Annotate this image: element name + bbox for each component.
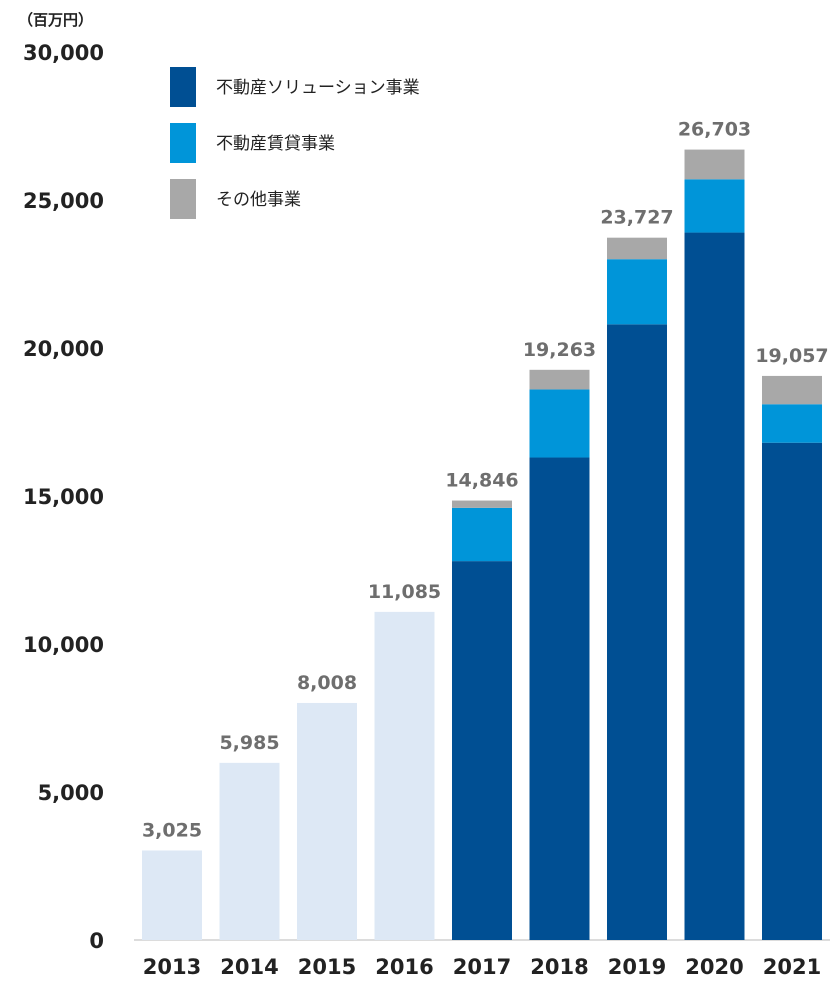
total-label: 3,025	[142, 819, 202, 841]
bar-segment-2-2019	[607, 259, 667, 325]
legend-swatch	[170, 67, 196, 107]
x-tick-label: 2021	[763, 955, 821, 979]
x-tick-label: 2013	[143, 955, 201, 979]
total-label: 8,008	[297, 672, 357, 694]
bar-total-2014	[219, 762, 280, 940]
x-tick-label: 2020	[685, 955, 743, 979]
y-tick-label: 10,000	[23, 633, 104, 657]
bar-total-2016	[374, 611, 435, 940]
total-label: 19,263	[523, 339, 596, 361]
y-tick-label: 25,000	[23, 189, 104, 213]
bar-segment-3-2020	[684, 149, 745, 180]
bar-segment-1-2019	[607, 324, 667, 940]
y-tick-label: 30,000	[23, 41, 104, 65]
bar-total-2013	[142, 850, 202, 940]
total-label: 23,727	[600, 207, 673, 229]
bar-segment-2-2020	[684, 179, 745, 233]
x-tick-label: 2019	[608, 955, 666, 979]
legend-label: その他事業	[216, 190, 301, 210]
bar-segment-3-2018	[529, 369, 590, 390]
total-label: 19,057	[755, 345, 828, 367]
total-label: 14,846	[445, 470, 518, 492]
legend-label: 不動産ソリューション事業	[216, 78, 420, 98]
bar-segment-2-2017	[452, 507, 512, 562]
x-tick-label: 2016	[375, 955, 433, 979]
bar-segment-2-2021	[762, 404, 822, 443]
y-tick-label: 5,000	[38, 781, 104, 805]
bar-segment-3-2019	[607, 237, 667, 260]
y-axis-unit-label: （百万円）	[18, 11, 93, 29]
x-tick-label: 2015	[298, 955, 356, 979]
y-tick-label: 20,000	[23, 337, 104, 361]
x-tick-label: 2018	[530, 955, 588, 979]
x-tick-label: 2017	[453, 955, 511, 979]
bar-segment-3-2017	[452, 500, 512, 508]
bar-total-2015	[297, 702, 357, 940]
bar-segment-1-2020	[684, 232, 745, 940]
total-labels: 3,025 5,985 8,008 11,085 14,846 19,263 23,727 2…	[142, 119, 829, 842]
bars-group	[142, 149, 822, 940]
bar-segment-3-2021	[762, 375, 822, 405]
y-tick-label: 0	[89, 929, 104, 953]
legend-swatch	[170, 179, 196, 219]
y-axis: 0 5,000 10,000 15,000 20,000 25,000 30,000	[23, 41, 104, 953]
x-axis: 2013 2014 2015 2016 2017 2018 2019 2020 2021	[143, 955, 821, 979]
y-tick-label: 15,000	[23, 485, 104, 509]
legend-label: 不動産賃貸事業	[216, 134, 335, 154]
legend-swatch	[170, 123, 196, 163]
total-label: 5,985	[219, 732, 279, 754]
bar-segment-1-2021	[762, 442, 822, 940]
bar-segment-1-2017	[452, 561, 512, 940]
bar-segment-1-2018	[529, 457, 590, 940]
bar-segment-2-2018	[529, 389, 590, 458]
total-label: 11,085	[368, 581, 441, 603]
total-label: 26,703	[678, 119, 751, 141]
x-tick-label: 2014	[220, 955, 278, 979]
